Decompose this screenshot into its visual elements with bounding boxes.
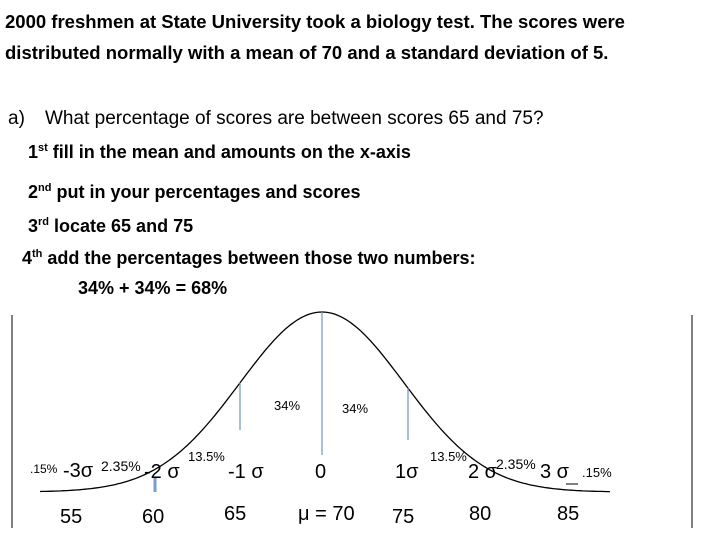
score-label: 85	[557, 503, 579, 525]
step-suffix: nd	[38, 182, 51, 194]
step-ordinal: 1	[28, 142, 38, 162]
step-text: add the percentages between those two nu…	[47, 248, 475, 268]
percent-label: .15%	[30, 462, 58, 476]
step-ordinal: 2	[28, 182, 38, 202]
question-text: What percentage of scores are between sc…	[45, 108, 544, 129]
score-label: 60	[142, 506, 164, 528]
answer: 34% + 34% = 68%	[78, 278, 227, 298]
intro-line: 2000 freshmen at State University took a…	[5, 11, 625, 32]
percent-label: 2.35%	[496, 456, 536, 472]
step-ordinal: 4	[22, 248, 32, 268]
sigma-label: -3σ	[63, 460, 94, 482]
percent-label: 34%	[274, 398, 300, 413]
percent-label: .15%	[582, 465, 612, 480]
sigma-label: 2 σ	[468, 461, 498, 483]
percent-label: 13.5%	[430, 449, 467, 464]
sigma-label: 1σ	[395, 461, 419, 483]
score-label: 75	[392, 506, 414, 528]
step-suffix: th	[32, 248, 43, 260]
step-text: locate 65 and 75	[54, 216, 193, 236]
step: 1st fill in the mean and amounts on the x…	[28, 142, 411, 162]
sigma-label: -1 σ	[228, 461, 264, 483]
score-label: μ = 70	[298, 503, 355, 525]
bell-curve	[39, 311, 610, 493]
step: 2nd put in your percentages and scores	[28, 182, 361, 202]
normal-curve-diagram: 34% 34% .15% 2.35% 13.5% 13.5% 2.35% .15…	[11, 311, 693, 528]
step-text: fill in the mean and amounts on the x-ax…	[53, 142, 411, 162]
step: 4th add the percentages between those two…	[22, 248, 476, 268]
sigma-label: 3 σ	[540, 461, 570, 483]
score-label: 55	[60, 506, 82, 528]
intro-line: distributed normally with a mean of 70 a…	[5, 42, 608, 63]
step-suffix: rd	[38, 216, 49, 228]
sigma-label: -2 σ	[144, 461, 180, 483]
score-label: 80	[469, 503, 491, 525]
sigma-label: 0	[315, 461, 326, 483]
percent-label: 34%	[342, 401, 368, 416]
percent-label: 13.5%	[188, 449, 225, 464]
step-suffix: st	[38, 142, 48, 154]
percent-label: 2.35%	[101, 458, 141, 474]
step-text: put in your percentages and scores	[56, 182, 360, 202]
score-label: 65	[224, 503, 246, 525]
question-label: a)	[8, 108, 25, 129]
step-ordinal: 3	[28, 216, 38, 236]
step: 3rd locate 65 and 75	[28, 216, 193, 236]
